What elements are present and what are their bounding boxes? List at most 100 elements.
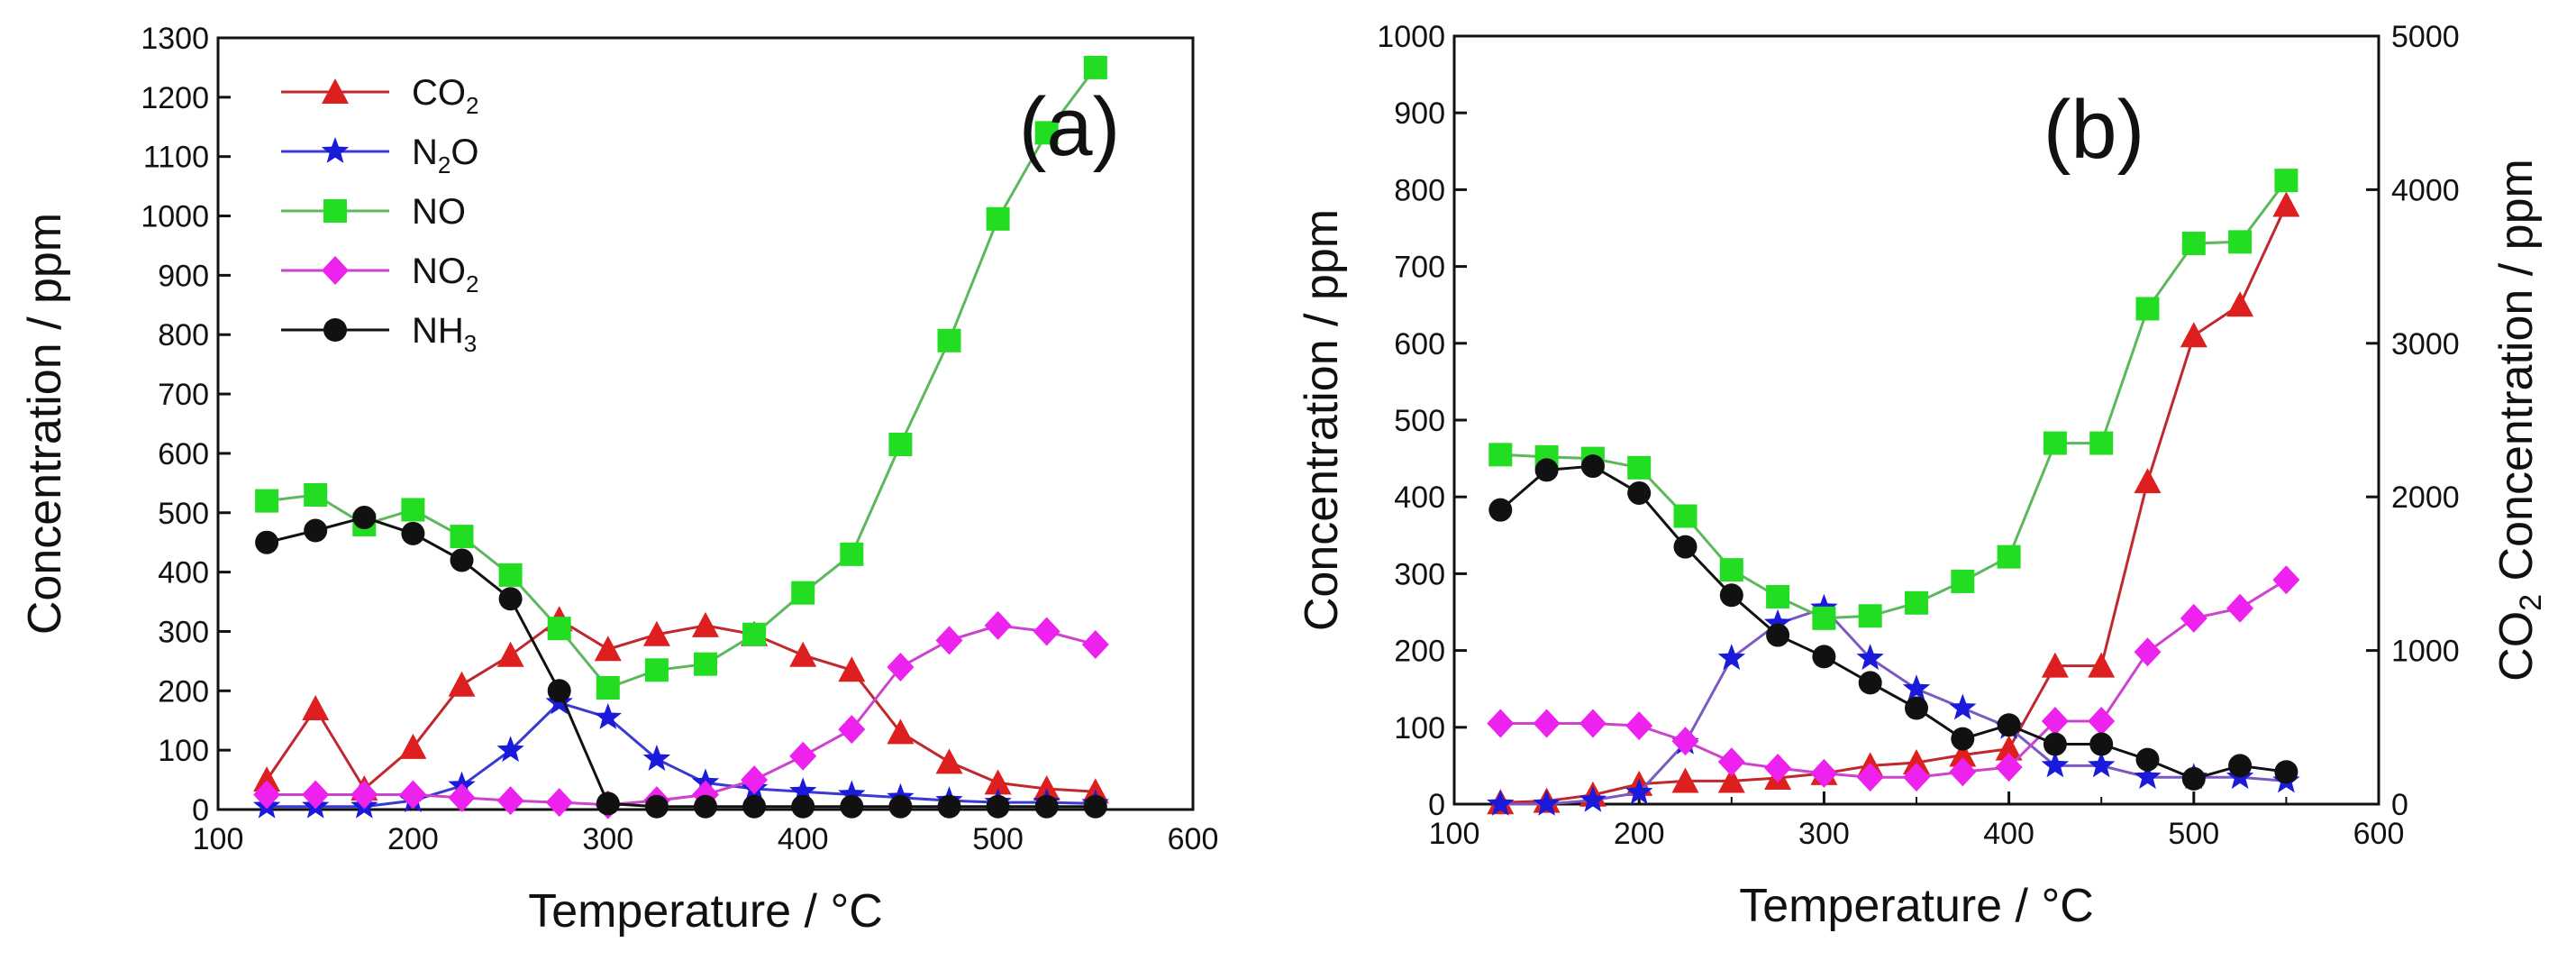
data-point-nh3 bbox=[840, 794, 864, 819]
legend-label-tail: O bbox=[451, 133, 478, 172]
series-line-co2 bbox=[1500, 204, 2288, 804]
data-point-co2 bbox=[302, 695, 330, 721]
data-point-nh3 bbox=[1673, 535, 1698, 559]
data-point-nh3 bbox=[986, 794, 1010, 819]
y-tick-label: 900 bbox=[1394, 96, 1445, 131]
data-point-co2 bbox=[2134, 468, 2162, 494]
data-point-co2 bbox=[2088, 652, 2116, 678]
data-point-no bbox=[2135, 297, 2160, 321]
series-line-co2 bbox=[265, 618, 1096, 793]
data-point-n2o bbox=[789, 777, 817, 804]
data-point-no bbox=[644, 658, 669, 682]
data-point-n2o bbox=[1625, 778, 1653, 805]
data-point-no bbox=[1673, 504, 1698, 528]
y-tick-label: 1000 bbox=[1377, 20, 1445, 54]
data-point-n2o bbox=[1579, 785, 1607, 812]
x-tick-label: 500 bbox=[2168, 817, 2219, 851]
y-tick-label: 900 bbox=[158, 259, 209, 293]
legend-label-co2: CO2 bbox=[412, 73, 478, 119]
y-tick-label: 500 bbox=[1394, 404, 1445, 438]
data-point-no2 bbox=[838, 715, 866, 745]
data-point-no bbox=[694, 652, 717, 676]
data-point-n2o bbox=[1902, 674, 1931, 701]
data-point-no2 bbox=[1033, 617, 1060, 646]
data-point-no bbox=[1719, 558, 1743, 582]
data-point-co2 bbox=[984, 769, 1012, 795]
y-tick-label: 0 bbox=[192, 793, 209, 828]
series-line-no bbox=[1500, 179, 2288, 620]
y-right-tick-label: 4000 bbox=[2391, 173, 2460, 207]
legend-label-sub: 2 bbox=[438, 151, 451, 178]
panel-a-y-axis-title: Concentration / ppm bbox=[19, 213, 71, 635]
data-point-n2o bbox=[2041, 751, 2070, 778]
legend-label-main: NO bbox=[412, 252, 466, 291]
legend-label-nh3: NH3 bbox=[412, 311, 477, 357]
data-point-no bbox=[596, 676, 620, 700]
y-tick-label: 400 bbox=[158, 556, 209, 590]
data-point-no2 bbox=[935, 626, 963, 655]
data-point-no bbox=[450, 525, 474, 549]
data-point-nh3 bbox=[498, 587, 523, 611]
data-point-no2 bbox=[448, 782, 476, 812]
x-tick-label: 500 bbox=[972, 822, 1024, 856]
data-point-nh3 bbox=[1812, 645, 1836, 669]
legend-item-no2: NO2 bbox=[281, 252, 478, 297]
legend-marker-no bbox=[323, 199, 347, 223]
legend-label-main: CO bbox=[412, 73, 466, 113]
data-point-nh3 bbox=[255, 530, 279, 554]
data-point-no2 bbox=[545, 788, 573, 818]
data-point-nh3 bbox=[2228, 754, 2253, 778]
legend-label-sub: 3 bbox=[464, 330, 477, 357]
data-point-nh3 bbox=[596, 791, 620, 816]
data-point-co2 bbox=[1033, 774, 1060, 801]
y-tick-label: 800 bbox=[158, 318, 209, 352]
data-point-no bbox=[2089, 431, 2114, 455]
data-point-no2 bbox=[399, 780, 427, 810]
data-point-co2 bbox=[789, 641, 817, 667]
data-point-co2 bbox=[642, 620, 670, 646]
data-point-n2o bbox=[1763, 608, 1792, 636]
panel-b-x-axis-title: Temperature / °C bbox=[1739, 880, 2094, 932]
data-point-co2 bbox=[496, 641, 524, 667]
y-right-tick-label: 5000 bbox=[2391, 20, 2460, 54]
x-tick-label: 300 bbox=[1798, 817, 1850, 851]
data-point-no bbox=[986, 206, 1010, 231]
data-point-nh3 bbox=[694, 794, 717, 819]
legend-item-n2o: N2O bbox=[281, 133, 478, 178]
x-tick-label: 600 bbox=[1168, 822, 1219, 856]
legend-item-no: NO bbox=[281, 192, 466, 232]
data-point-no bbox=[888, 433, 913, 457]
data-point-nh3 bbox=[937, 794, 961, 819]
data-point-co2 bbox=[838, 656, 866, 682]
data-point-no2 bbox=[1717, 747, 1745, 777]
data-point-nh3 bbox=[791, 794, 815, 819]
data-point-no2 bbox=[1995, 753, 2023, 782]
data-point-nh3 bbox=[1580, 454, 1605, 479]
y-tick-label: 1100 bbox=[143, 141, 209, 175]
data-point-nh3 bbox=[1719, 583, 1743, 608]
data-point-nh3 bbox=[2181, 766, 2206, 791]
legend-label-n2o: N2O bbox=[412, 133, 478, 178]
data-point-no2 bbox=[350, 780, 378, 810]
series-no2 bbox=[253, 610, 1109, 819]
series-nh3 bbox=[1488, 454, 2298, 791]
legend-label-no: NO bbox=[412, 192, 466, 232]
data-point-n2o bbox=[496, 736, 524, 763]
data-point-nh3 bbox=[644, 794, 669, 819]
legend-label-main: N bbox=[412, 133, 438, 172]
data-point-no2 bbox=[1081, 629, 1109, 659]
data-point-n2o bbox=[2134, 763, 2162, 790]
data-point-no bbox=[304, 483, 328, 508]
legend-marker-n2o bbox=[321, 137, 350, 163]
series-n2o bbox=[1487, 593, 2300, 816]
data-point-n2o bbox=[1717, 644, 1745, 671]
y-tick-label: 800 bbox=[1394, 173, 1445, 207]
data-point-n2o bbox=[1533, 790, 1561, 816]
y-right-tick-label: 1000 bbox=[2391, 635, 2460, 669]
panel-b-right-y-axis-title-main: CO bbox=[2490, 611, 2543, 682]
data-point-no bbox=[1627, 455, 1652, 480]
y-right-tick-label: 3000 bbox=[2391, 327, 2460, 361]
legend-label-main: NO bbox=[412, 192, 466, 232]
